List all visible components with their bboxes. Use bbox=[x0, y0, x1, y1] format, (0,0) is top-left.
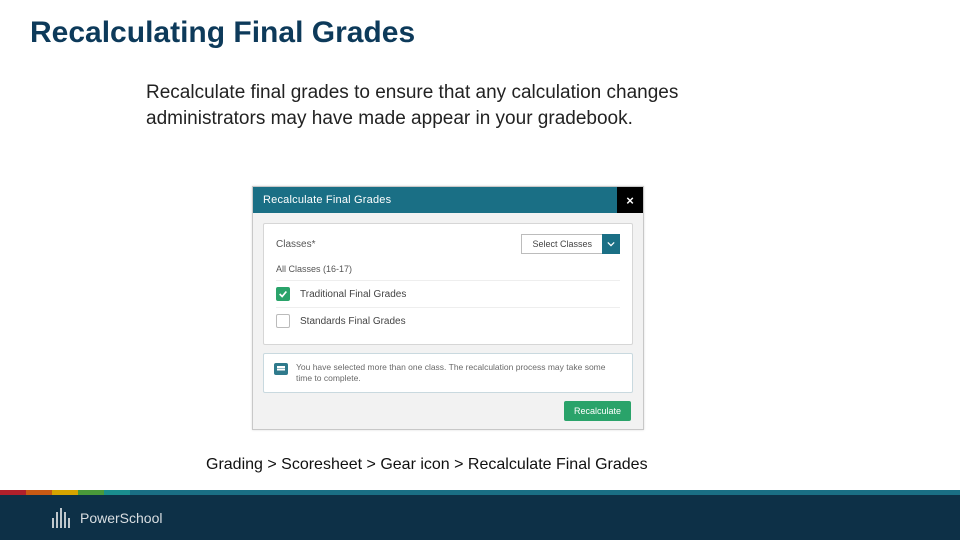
breadcrumb: Grading > Scoresheet > Gear icon > Recal… bbox=[206, 456, 648, 474]
brand-logo-icon bbox=[52, 508, 70, 528]
chevron-down-icon bbox=[602, 234, 620, 254]
dialog-title: Recalculate Final Grades bbox=[253, 194, 617, 206]
info-note-text: You have selected more than one class. T… bbox=[296, 362, 622, 384]
dialog-card: Classes* Select Classes All Classes (16-… bbox=[263, 223, 633, 345]
recalculate-button[interactable]: Recalculate bbox=[564, 401, 631, 421]
checkbox-standards[interactable] bbox=[276, 314, 290, 328]
option-standards-label: Standards Final Grades bbox=[300, 316, 406, 327]
selected-classes-summary: All Classes (16-17) bbox=[276, 264, 620, 274]
footer-bar: PowerSchool bbox=[0, 495, 960, 540]
info-note: You have selected more than one class. T… bbox=[263, 353, 633, 393]
recalculate-dialog: Recalculate Final Grades × Classes* Sele… bbox=[252, 186, 644, 430]
slide-title: Recalculating Final Grades bbox=[30, 16, 415, 50]
checkbox-traditional[interactable] bbox=[276, 287, 290, 301]
slide-body-text: Recalculate final grades to ensure that … bbox=[146, 80, 786, 131]
select-classes-dropdown[interactable]: Select Classes bbox=[521, 234, 620, 254]
select-classes-text: Select Classes bbox=[521, 234, 602, 254]
close-button[interactable]: × bbox=[617, 187, 643, 213]
option-traditional-label: Traditional Final Grades bbox=[300, 289, 406, 300]
classes-label: Classes* bbox=[276, 239, 315, 250]
dialog-titlebar: Recalculate Final Grades × bbox=[253, 187, 643, 213]
close-icon: × bbox=[626, 193, 634, 208]
message-icon bbox=[274, 363, 288, 375]
brand-name: PowerSchool bbox=[80, 510, 163, 526]
option-traditional[interactable]: Traditional Final Grades bbox=[276, 280, 620, 307]
option-standards[interactable]: Standards Final Grades bbox=[276, 307, 620, 334]
